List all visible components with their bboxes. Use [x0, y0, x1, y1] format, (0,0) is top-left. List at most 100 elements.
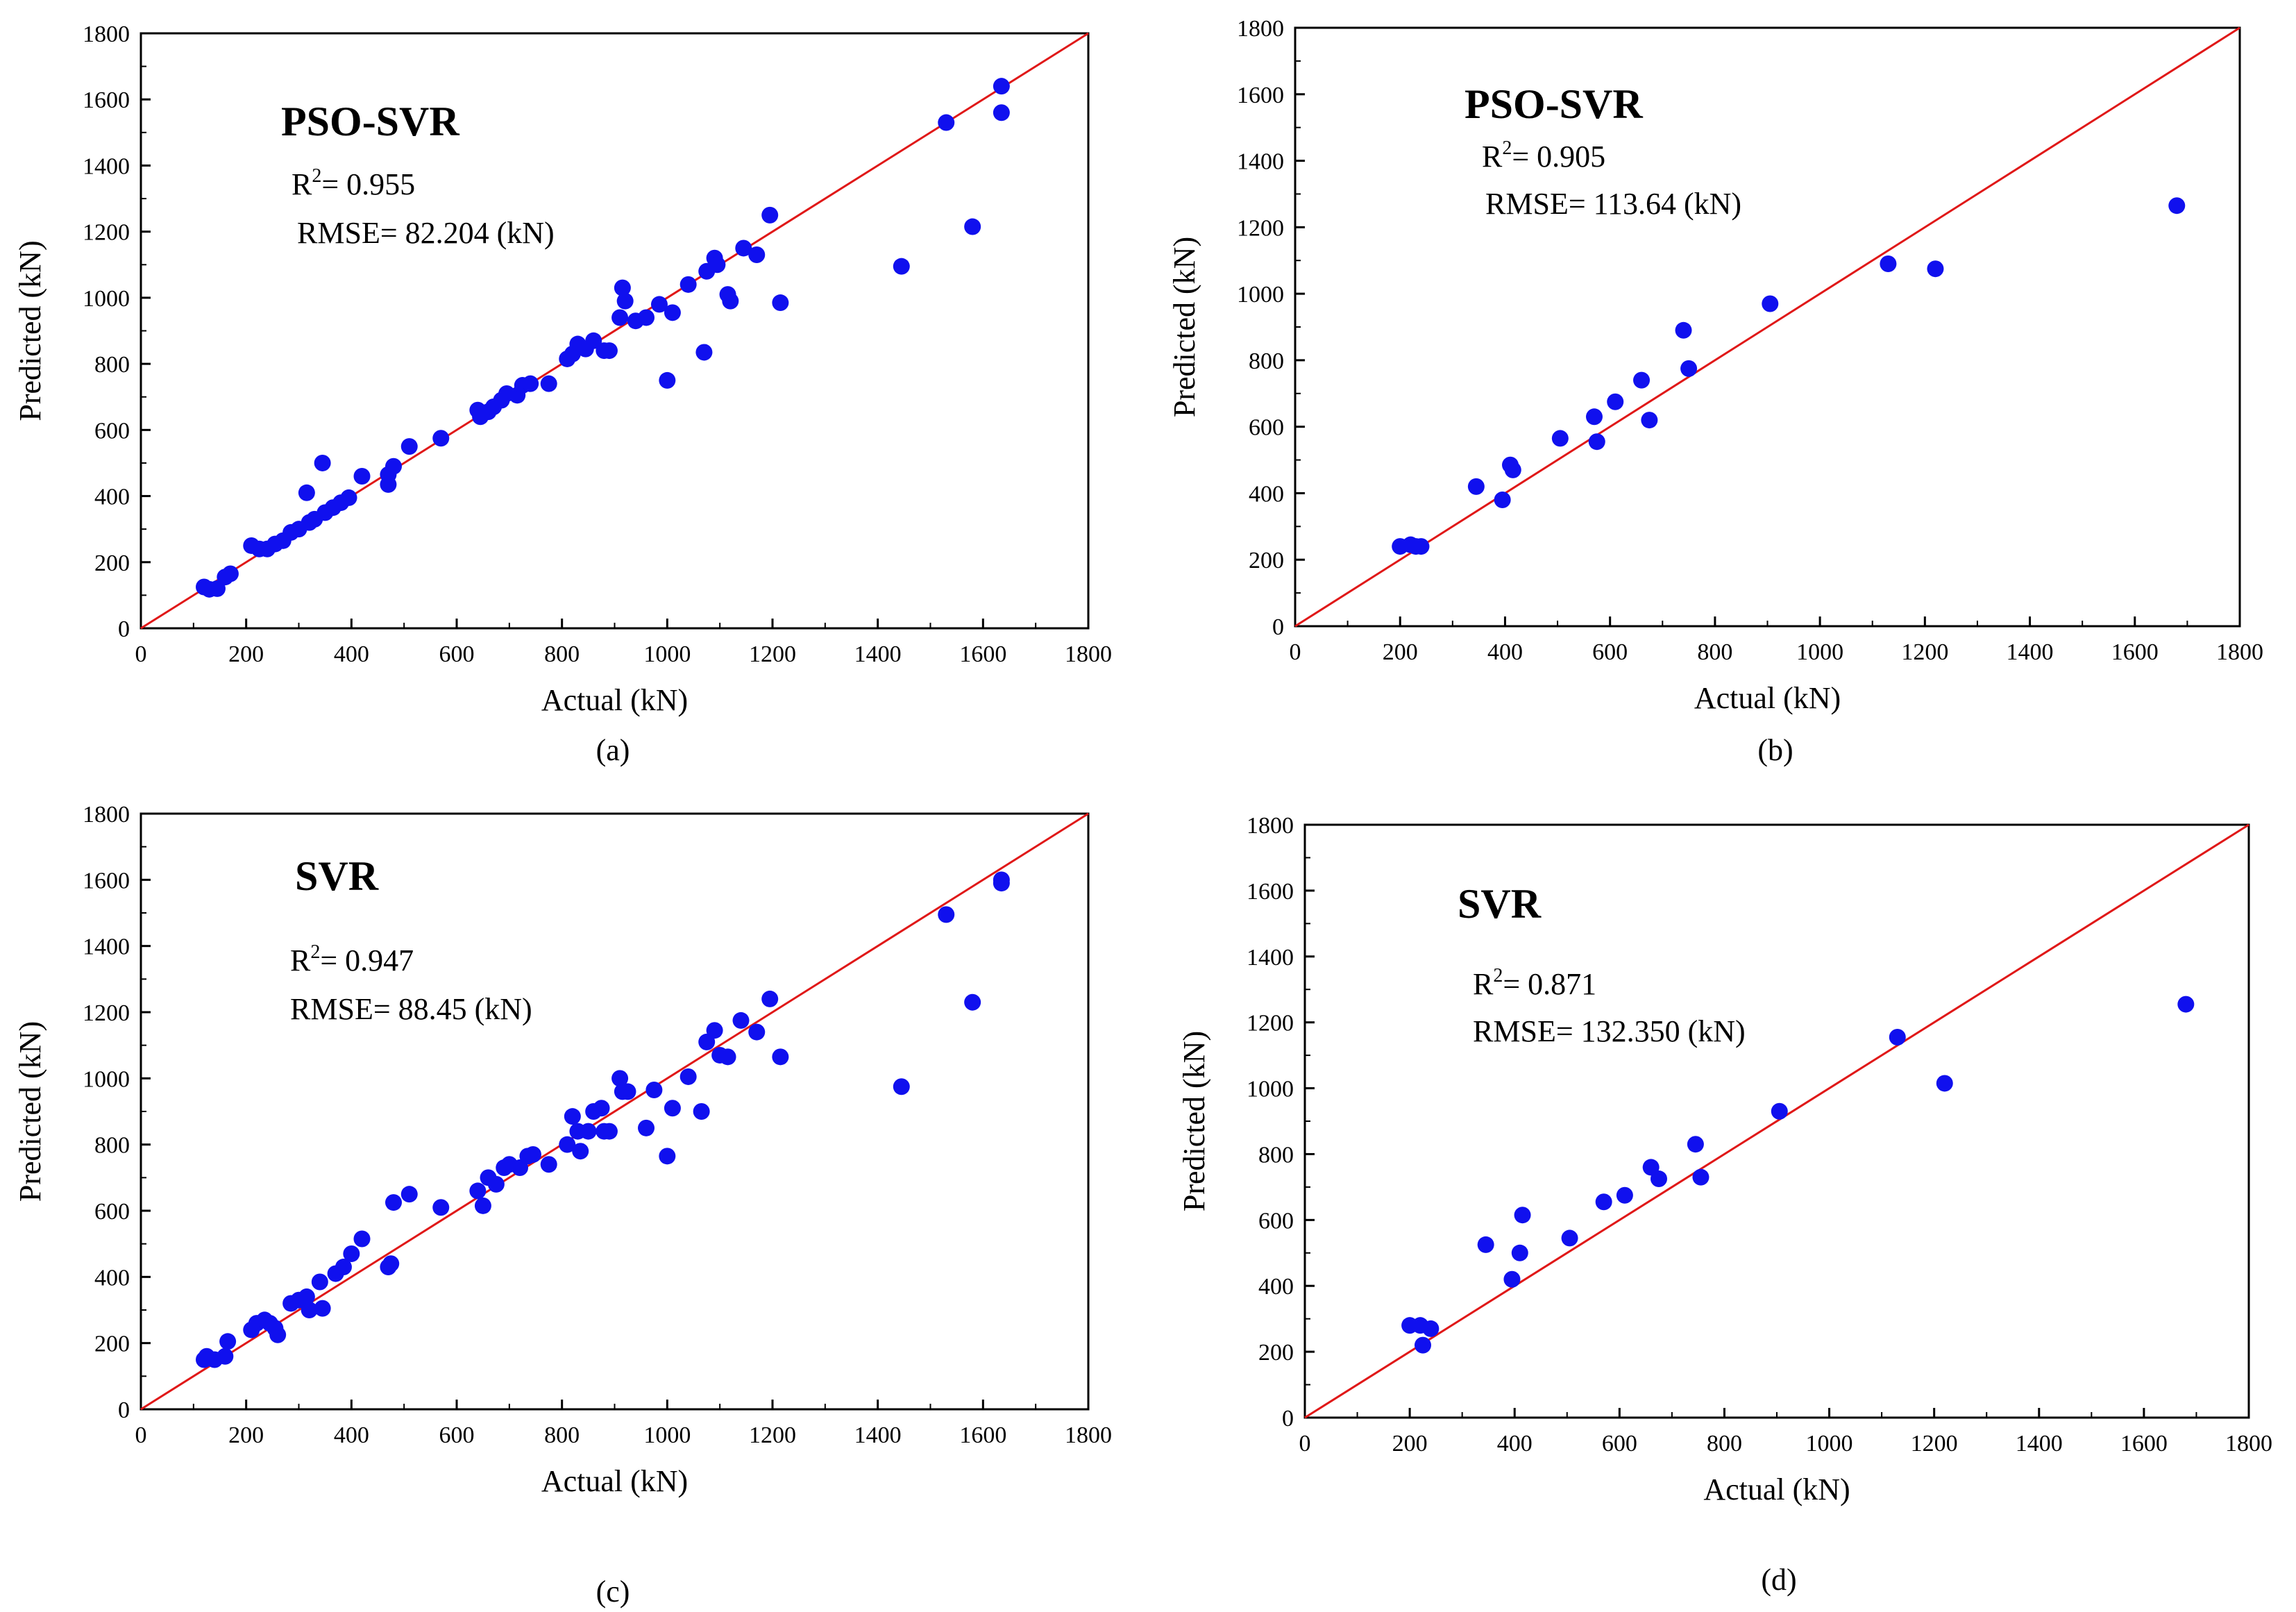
panel-c-x-tick-label: 200	[228, 1422, 264, 1448]
panel-b-data-point	[1633, 371, 1651, 389]
panel-c-data-point	[335, 1259, 352, 1276]
panel-d-r2-annotation: R2= 0.871	[1473, 965, 1596, 1001]
panel-c-data-point	[382, 1255, 400, 1273]
panel-a-data-point	[611, 309, 629, 326]
panel-d-data-point	[1595, 1193, 1612, 1211]
panel-a-data-point	[761, 206, 779, 224]
panel-a-data-point	[659, 371, 676, 389]
panel-d-caption: (d)	[1761, 1563, 1796, 1597]
panel-d-y-tick-label: 1400	[1247, 945, 1294, 971]
panel-d-x-tick-label: 1600	[2120, 1431, 2168, 1456]
panel-b-x-tick-label: 1400	[2007, 639, 2054, 665]
panel-a-x-tick-label: 1200	[749, 641, 796, 667]
panel-b-x-tick-label: 200	[1383, 639, 1418, 665]
panel-c-data-point	[893, 1078, 910, 1095]
panel-c-x-tick-label: 800	[544, 1422, 580, 1448]
panel-a-y-tick-label: 0	[118, 616, 130, 642]
panel-b-x-tick-label: 400	[1487, 639, 1523, 665]
panel-c-x-tick-label: 1800	[1065, 1422, 1112, 1448]
panel-a-data-point	[993, 78, 1010, 95]
panel-c-model-title: SVR	[295, 853, 379, 899]
panel-c-data-point	[600, 1123, 618, 1140]
panel-b-y-tick-label: 0	[1272, 614, 1284, 640]
panel-b: 0 200 400 600 800 1000 1200 1400 1600 1800 0 200 400…	[1167, 16, 2263, 767]
panel-d-data-point	[1415, 1336, 1431, 1354]
panel-c-data-point	[993, 875, 1010, 892]
panel-d-y-tick-label: 800	[1258, 1142, 1294, 1168]
panel-a-data-point	[709, 256, 726, 274]
panel-b-data-point	[1494, 492, 1511, 509]
panel-d-data-point	[1422, 1320, 1440, 1337]
panel-c-data-point	[311, 1273, 328, 1291]
panel-c-y-tick-label: 1400	[83, 934, 130, 960]
panel-c-data-point	[706, 1022, 723, 1039]
panel-c-y-tick-label: 1200	[83, 1000, 130, 1026]
panel-a-x-tick-label: 600	[439, 641, 475, 667]
panel-b-data-point	[1680, 360, 1698, 377]
panel-a-data-point	[540, 375, 557, 392]
panel-a-y-tick-label: 1000	[83, 286, 130, 312]
panel-b-data-point	[1641, 412, 1658, 429]
panel-a-x-tick-label: 200	[228, 641, 264, 667]
panel-a-y-tick-label: 800	[94, 352, 130, 378]
panel-b-y-tick-label: 1200	[1237, 215, 1284, 241]
panel-c-data-point	[772, 1048, 789, 1066]
panel-c-data-point	[353, 1230, 371, 1248]
panel-a-data-point	[748, 246, 766, 263]
panel-d-data-point	[1514, 1207, 1531, 1224]
panel-c-x-tick-label: 1600	[959, 1422, 1006, 1448]
panel-d-data-point	[1561, 1229, 1578, 1247]
panel-c-data-point	[301, 1302, 318, 1318]
panel-d-y-tick-label: 1200	[1247, 1011, 1294, 1036]
panel-a-data-point	[679, 276, 697, 293]
panel-d-x-tick-label: 400	[1497, 1431, 1533, 1456]
panel-d-x-tick-label: 1400	[2016, 1431, 2063, 1456]
panel-b-y-tick-label: 1800	[1237, 16, 1284, 42]
panel-d-y-tick-label: 1000	[1247, 1077, 1294, 1102]
panel-d-x-tick-label: 200	[1392, 1431, 1428, 1456]
panel-a-data-point	[695, 344, 713, 361]
panel-a-data-point	[964, 218, 981, 235]
panel-d-data-point	[1771, 1102, 1788, 1120]
panel-b-data-point	[1467, 478, 1485, 495]
panel-c-y-tick-label: 200	[94, 1332, 130, 1357]
panel-d-data-point	[1936, 1075, 1953, 1092]
panel-c-y-tick-label: 1800	[83, 802, 130, 828]
panel-d: 0 200 400 600 800 1000 1200 1400 1600 1800 0 200 400…	[1177, 813, 2272, 1597]
panel-b-r2-annotation: R2= 0.905	[1482, 137, 1605, 174]
panel-a-data-point	[893, 258, 910, 275]
panel-d-data-point	[1503, 1270, 1521, 1288]
panel-c-caption: (c)	[596, 1575, 630, 1609]
panel-b-data-point	[1588, 433, 1605, 451]
panel-a-y-tick-label: 1400	[83, 153, 130, 179]
panel-c-data-point	[474, 1197, 491, 1214]
panel-b-caption: (b)	[1757, 733, 1793, 767]
panel-a-data-point	[938, 114, 955, 131]
panel-c-data-point	[638, 1119, 655, 1136]
panel-b-data-point	[1585, 408, 1603, 426]
panel-d-x-tick-label: 800	[1707, 1431, 1742, 1456]
panel-a-data-point	[585, 332, 602, 349]
panel-b-x-tick-label: 1000	[1796, 639, 1843, 665]
panel-a-x-tick-label: 0	[135, 641, 147, 667]
panel-a-data-point	[614, 279, 631, 296]
panel-b-y-axis-title: Predicted (kN)	[1167, 237, 1201, 417]
panel-b-reference-line	[1294, 26, 2240, 628]
panel-a-y-tick-label: 1800	[83, 22, 130, 47]
panel-c-data-point	[559, 1136, 576, 1153]
panel-a-data-point	[298, 484, 315, 501]
panel-a-data-point	[722, 292, 739, 310]
panel-d-x-axis-title: Actual (kN)	[1703, 1472, 1850, 1506]
panel-c-data-point	[664, 1100, 681, 1117]
panel-c-data-point	[659, 1148, 676, 1165]
panel-a-rmse-annotation: RMSE= 82.204 (kN)	[297, 216, 555, 250]
panel-c-data-point	[761, 990, 779, 1007]
panel-c-x-tick-label: 1000	[643, 1422, 691, 1448]
panel-a-data-point	[385, 457, 402, 475]
panel-d-y-tick-label: 0	[1282, 1406, 1294, 1432]
panel-a-r2-annotation: R2= 0.955	[292, 165, 415, 201]
panel-a-x-axis-title: Actual (kN)	[541, 683, 688, 717]
panel-b-y-tick-label: 600	[1249, 415, 1284, 441]
panel-d-data-point	[2177, 996, 2195, 1013]
panel-c-x-tick-label: 400	[334, 1422, 369, 1448]
